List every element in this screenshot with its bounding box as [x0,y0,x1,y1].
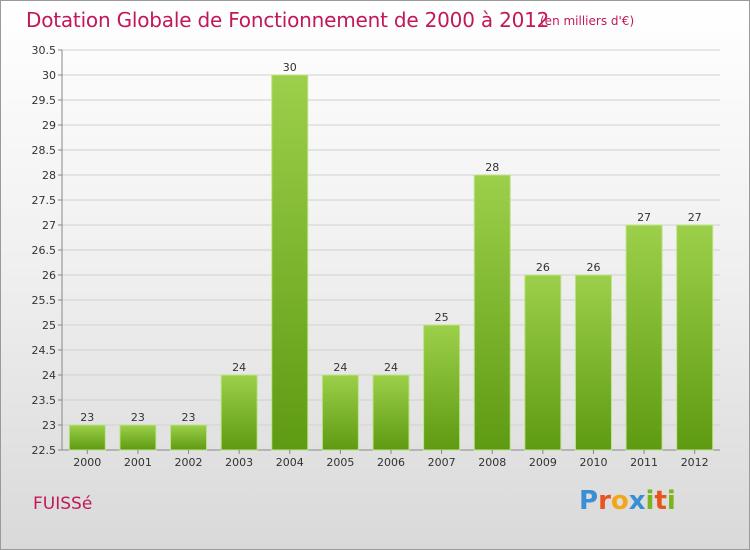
data-label: 27 [688,211,702,224]
bar-2003 [220,374,258,451]
data-label: 26 [536,261,550,274]
logo-letter: i [645,486,655,516]
logo-letter: o [610,486,629,516]
y-tick-label: 26 [42,269,56,282]
y-tick-label: 24 [42,369,56,382]
bar-2006 [372,374,410,451]
bar-2000 [68,424,106,451]
x-tick-label: 2012 [681,456,709,469]
logo-letter: r [598,486,611,516]
y-tick-label: 28.5 [32,144,57,157]
x-tick-label: 2007 [428,456,456,469]
logo-letter: t [654,486,667,516]
y-tick-label: 30 [42,69,56,82]
x-tick-label: 2001 [124,456,152,469]
data-label: 27 [637,211,651,224]
bar-2002 [170,424,208,451]
chart-title: Dotation Globale de Fonctionnement de 20… [26,8,550,32]
x-tick-label: 2011 [630,456,658,469]
bar-2005 [321,374,359,451]
bar-2001 [119,424,157,451]
data-label: 24 [232,361,246,374]
data-label: 26 [586,261,600,274]
x-tick-label: 2003 [225,456,253,469]
chart-subtitle: (en milliers d'€) [540,14,635,28]
y-tick-label: 23.5 [32,394,57,407]
proxiti-logo: Proxiti [579,486,676,516]
y-tick-label: 27.5 [32,194,57,207]
data-label: 24 [333,361,347,374]
y-tick-label: 25.5 [32,294,57,307]
y-tick-label: 26.5 [32,244,57,257]
x-tick-label: 2000 [73,456,101,469]
x-tick-label: 2009 [529,456,557,469]
x-tick-label: 2005 [326,456,354,469]
y-tick-label: 29.5 [32,94,57,107]
y-tick-label: 22.5 [32,444,57,457]
y-tick-label: 23 [42,419,56,432]
data-label: 25 [435,311,449,324]
data-label: 23 [182,411,196,424]
x-tick-label: 2008 [478,456,506,469]
x-tick-label: 2004 [276,456,304,469]
bar-2004 [271,74,309,451]
data-label: 24 [384,361,398,374]
y-tick-label: 27 [42,219,56,232]
y-tick-label: 29 [42,119,56,132]
logo-letter: P [579,486,599,516]
x-tick-label: 2002 [175,456,203,469]
data-label: 23 [80,411,94,424]
y-tick-label: 24.5 [32,344,57,357]
bar-2012 [676,224,714,451]
bar-2009 [524,274,562,451]
logo-letter: x [628,486,646,516]
x-tick-label: 2010 [579,456,607,469]
data-label: 28 [485,161,499,174]
town-name: FUISSé [33,494,93,514]
y-tick-label: 30.5 [32,44,57,57]
bar-2008 [473,174,511,451]
y-tick-label: 25 [42,319,56,332]
bar-2010 [574,274,612,451]
data-label: 30 [283,61,297,74]
bar-2007 [423,324,461,451]
logo-letter: i [666,486,676,516]
bar-2011 [625,224,663,451]
x-tick-label: 2006 [377,456,405,469]
y-tick-label: 28 [42,169,56,182]
data-label: 23 [131,411,145,424]
